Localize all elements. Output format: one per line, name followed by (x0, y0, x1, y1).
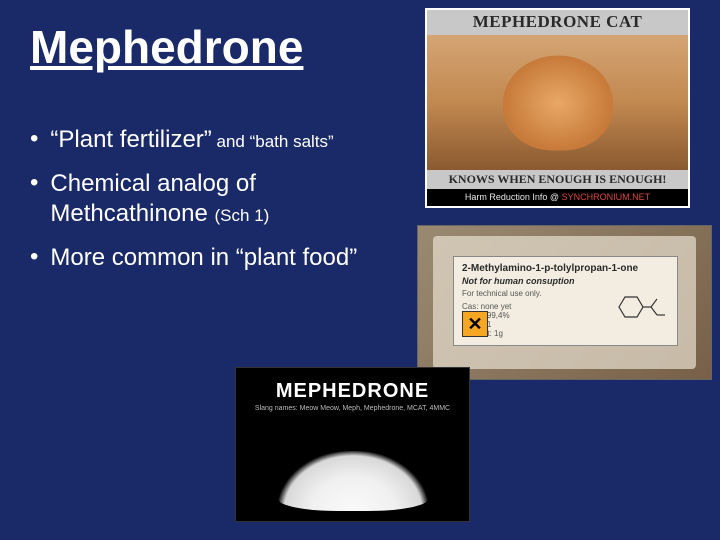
molecule-icon (609, 285, 669, 330)
cat-footer-site: SYNCHRONIUM.NET (562, 192, 651, 202)
bullet-item: • More common in “plant food” (30, 243, 410, 273)
bullet-sub: and “bath salts” (212, 132, 334, 151)
bullet-text: More common in “plant food” (50, 243, 357, 273)
cat-meme-image: MEPHEDRONE CAT KNOWS WHEN ENOUGH IS ENOU… (425, 8, 690, 208)
bullet-marker: • (30, 243, 38, 272)
cat-footer: Harm Reduction Info @ SYNCHRONIUM.NET (427, 189, 688, 205)
bullet-marker: • (30, 169, 38, 198)
bullet-main: “Plant fertilizer” (50, 126, 211, 153)
powder-title: MEPHEDRONE (236, 380, 469, 403)
bullet-text: Chemical analog of Methcathinone (Sch 1) (50, 169, 410, 229)
bag-image: 2-Methylamino-1-p-tolylpropan-1-one Not … (417, 225, 712, 380)
cat-footer-prefix: Harm Reduction Info @ (465, 192, 562, 202)
bullet-sub: (Sch 1) (215, 206, 270, 225)
bullet-list: • “Plant fertilizer” and “bath salts” • … (30, 125, 410, 287)
cat-mid-banner: KNOWS WHEN ENOUGH IS ENOUGH! (427, 170, 688, 189)
bag-chemical-name: 2-Methylamino-1-p-tolylpropan-1-one (462, 263, 669, 274)
powder-subtitle: Slang names: Meow Meow, Meph, Mephedrone… (236, 405, 469, 412)
powder-image: MEPHEDRONE Slang names: Meow Meow, Meph,… (235, 367, 470, 522)
bullet-main: More common in “plant food” (50, 244, 357, 271)
powder-pile-graphic (278, 441, 428, 511)
bullet-text: “Plant fertilizer” and “bath salts” (50, 125, 333, 155)
slide-title: Mephedrone (30, 20, 303, 74)
hazard-icon: ✕ (462, 311, 488, 337)
bullet-item: • Chemical analog of Methcathinone (Sch … (30, 169, 410, 229)
cat-photo-placeholder (427, 35, 688, 170)
bullet-marker: • (30, 125, 38, 154)
cat-top-banner: MEPHEDRONE CAT (427, 10, 688, 35)
bag-label: 2-Methylamino-1-p-tolylpropan-1-one Not … (453, 256, 678, 346)
bullet-item: • “Plant fertilizer” and “bath salts” (30, 125, 410, 155)
